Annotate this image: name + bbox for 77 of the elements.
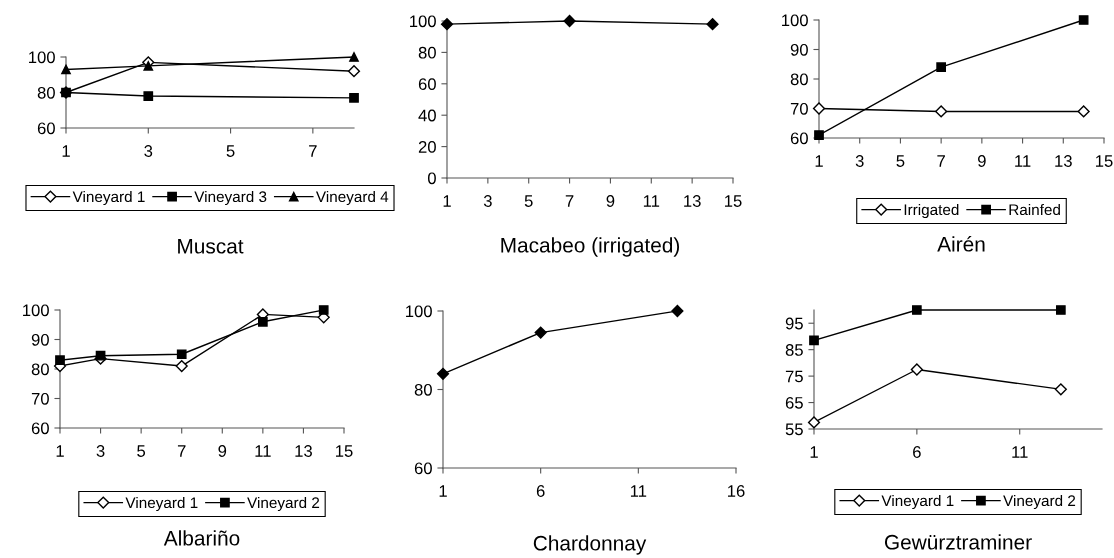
y-tick-label: 70 <box>31 392 49 405</box>
x-tick-label: 3 <box>855 155 864 167</box>
y-tick-label: 80 <box>790 73 808 86</box>
legend-label: Vineyard 1 <box>125 496 198 512</box>
x-tick-label: 5 <box>524 195 533 207</box>
legend-label: Vineyard 4 <box>315 190 389 206</box>
legend-label: Rainfed <box>1009 203 1060 216</box>
y-tick-label: 100 <box>23 304 49 317</box>
x-tick-label: 15 <box>725 195 742 207</box>
x-tick-label: 7 <box>177 445 186 457</box>
x-tick-label: 13 <box>684 195 701 207</box>
x-tick-label: 6 <box>536 485 545 497</box>
x-tick-label: 9 <box>218 445 227 457</box>
y-tick-label: 100 <box>29 51 55 64</box>
y-tick-label: 80 <box>414 383 432 396</box>
legend-label: Vineyard 3 <box>194 190 267 206</box>
y-tick-label: 60 <box>418 78 436 90</box>
x-tick-label: 7 <box>565 195 574 207</box>
y-tick-label: 70 <box>790 102 808 115</box>
y-tick-label: 95 <box>785 317 803 330</box>
y-tick-label: 65 <box>785 396 803 409</box>
y-tick-label: 60 <box>414 462 432 475</box>
text: Gewürztraminer <box>884 534 1032 550</box>
x-tick-label: 5 <box>896 155 905 167</box>
legend-label: Vineyard 1 <box>72 190 145 206</box>
text: Muscat <box>178 239 244 254</box>
text: Chardonnay <box>533 535 647 555</box>
x-tick-label: 13 <box>295 445 312 457</box>
x-tick-label: 3 <box>96 445 105 457</box>
text: Macabeo (irrigated) <box>501 237 680 257</box>
x-tick-label: 1 <box>810 446 818 458</box>
y-tick-label: 90 <box>790 43 808 56</box>
x-tick-label: 1 <box>443 195 451 207</box>
x-tick-label: 15 <box>336 445 353 457</box>
y-tick-label: 90 <box>31 333 49 346</box>
x-tick-label: 11 <box>630 485 647 497</box>
y-tick-label: 80 <box>37 86 55 99</box>
y-tick-label: 60 <box>37 122 55 135</box>
x-tick-label: 7 <box>937 155 945 167</box>
y-tick-label: 85 <box>785 344 803 356</box>
x-tick-label: 7 <box>309 145 317 157</box>
x-tick-label: 11 <box>1012 446 1028 458</box>
x-tick-label: 6 <box>913 446 921 458</box>
y-tick-label: 80 <box>418 46 436 59</box>
legend-label: Vineyard 2 <box>1003 494 1076 510</box>
x-tick-label: 3 <box>144 145 153 157</box>
x-tick-label: 11 <box>1015 155 1031 167</box>
y-tick-label: 20 <box>418 141 436 153</box>
x-tick-label: 15 <box>1096 155 1113 167</box>
x-tick-label: 16 <box>728 485 745 497</box>
y-tick-label: 100 <box>406 305 432 318</box>
legend-label: Irrigated <box>904 203 959 219</box>
x-tick-label: 9 <box>978 155 986 167</box>
x-tick-label: 11 <box>643 195 660 207</box>
legend-label: Vineyard 1 <box>881 494 954 510</box>
y-tick-label: 55 <box>785 423 803 436</box>
y-tick-label: 75 <box>785 370 803 383</box>
x-tick-label: 5 <box>226 145 235 157</box>
y-tick-label: 100 <box>410 15 436 28</box>
y-tick-label: 40 <box>418 109 436 122</box>
text: Airén <box>937 236 985 252</box>
x-tick-label: 1 <box>815 155 823 167</box>
x-tick-label: 3 <box>483 195 492 207</box>
x-tick-label: 1 <box>56 445 64 457</box>
text: Albariño <box>163 530 240 546</box>
x-tick-label: 11 <box>255 445 271 457</box>
x-tick-label: 5 <box>137 445 146 457</box>
x-tick-label: 1 <box>439 485 447 497</box>
y-tick-label: 80 <box>31 363 49 376</box>
y-tick-label: 0 <box>427 172 436 185</box>
x-tick-label: 13 <box>1055 155 1072 167</box>
y-tick-label: 60 <box>790 132 808 145</box>
x-tick-label: 9 <box>606 195 615 207</box>
x-tick-label: 1 <box>62 145 70 157</box>
legend-label: Vineyard 2 <box>247 496 320 512</box>
y-tick-label: 100 <box>782 14 808 27</box>
y-tick-label: 60 <box>31 422 49 435</box>
